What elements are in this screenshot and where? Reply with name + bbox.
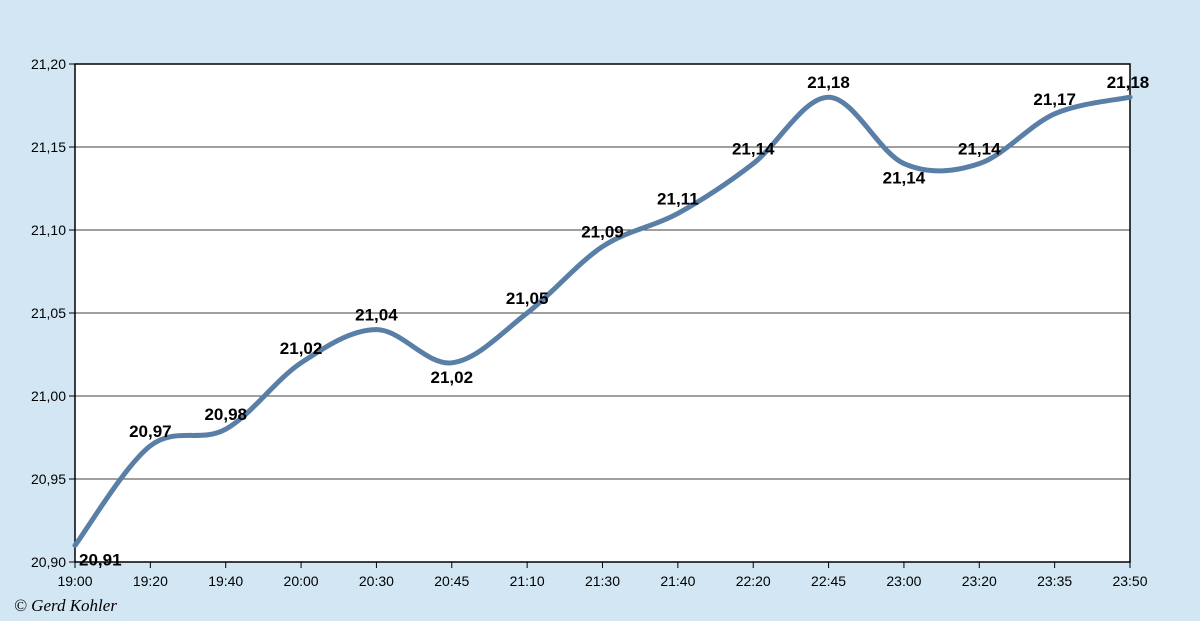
y-tick-label: 21,10 [31,222,66,238]
y-tick-label: 21,00 [31,388,66,404]
copyright-notice: © Gerd Kohler [14,596,117,615]
x-tick-label: 21:40 [660,573,695,589]
data-label: 21,05 [506,289,549,308]
y-tick-label: 20,95 [31,471,66,487]
x-tick-label: 23:35 [1037,573,1072,589]
x-tick-label: 20:00 [284,573,319,589]
data-label: 21,18 [1107,73,1150,92]
data-label: 21,14 [883,169,926,188]
data-label: 21,04 [355,306,398,325]
data-label: 21,09 [581,223,624,242]
x-tick-label: 20:30 [359,573,394,589]
data-label: 21,02 [280,339,323,358]
data-label: 20,91 [79,550,122,569]
y-tick-label: 21,15 [31,139,66,155]
x-tick-label: 19:40 [208,573,243,589]
series-line [72,94,1133,548]
data-label: 21,02 [431,368,474,387]
x-tick-label: 19:20 [133,573,168,589]
y-tick-label: 20,90 [31,554,66,570]
data-label: 20,98 [204,405,247,424]
y-tick-label: 21,20 [31,56,66,72]
gridlines [75,146,1130,480]
x-tick-label: 22:45 [811,573,846,589]
data-label: 21,14 [732,140,775,159]
data-label: 21,11 [657,189,699,208]
x-tick-label: 23:50 [1112,573,1147,589]
x-tick-label: 21:10 [510,573,545,589]
data-label: 21,14 [958,140,1001,159]
x-axis-ticks: 19:00 19:20 19:40 20:00 20:30 20:45 21:10 21:30… [57,562,1148,589]
x-tick-label: 20:45 [434,573,469,589]
x-tick-label: 21:30 [585,573,620,589]
x-tick-label: 19:00 [57,573,92,589]
x-tick-label: 23:20 [962,573,997,589]
x-tick-label: 23:00 [886,573,921,589]
y-axis-ticks: 20,90 20,95 21,00 21,05 21,10 21,15 21,20 [31,56,75,570]
data-label: 21,18 [807,73,850,92]
y-tick-label: 21,05 [31,305,66,321]
data-labels: 20,91 20,97 20,98 21,02 21,04 21,02 21,05 21,09… [79,73,1149,569]
data-label: 20,97 [129,422,172,441]
x-tick-label: 22:20 [736,573,771,589]
data-label: 21,17 [1033,90,1076,109]
